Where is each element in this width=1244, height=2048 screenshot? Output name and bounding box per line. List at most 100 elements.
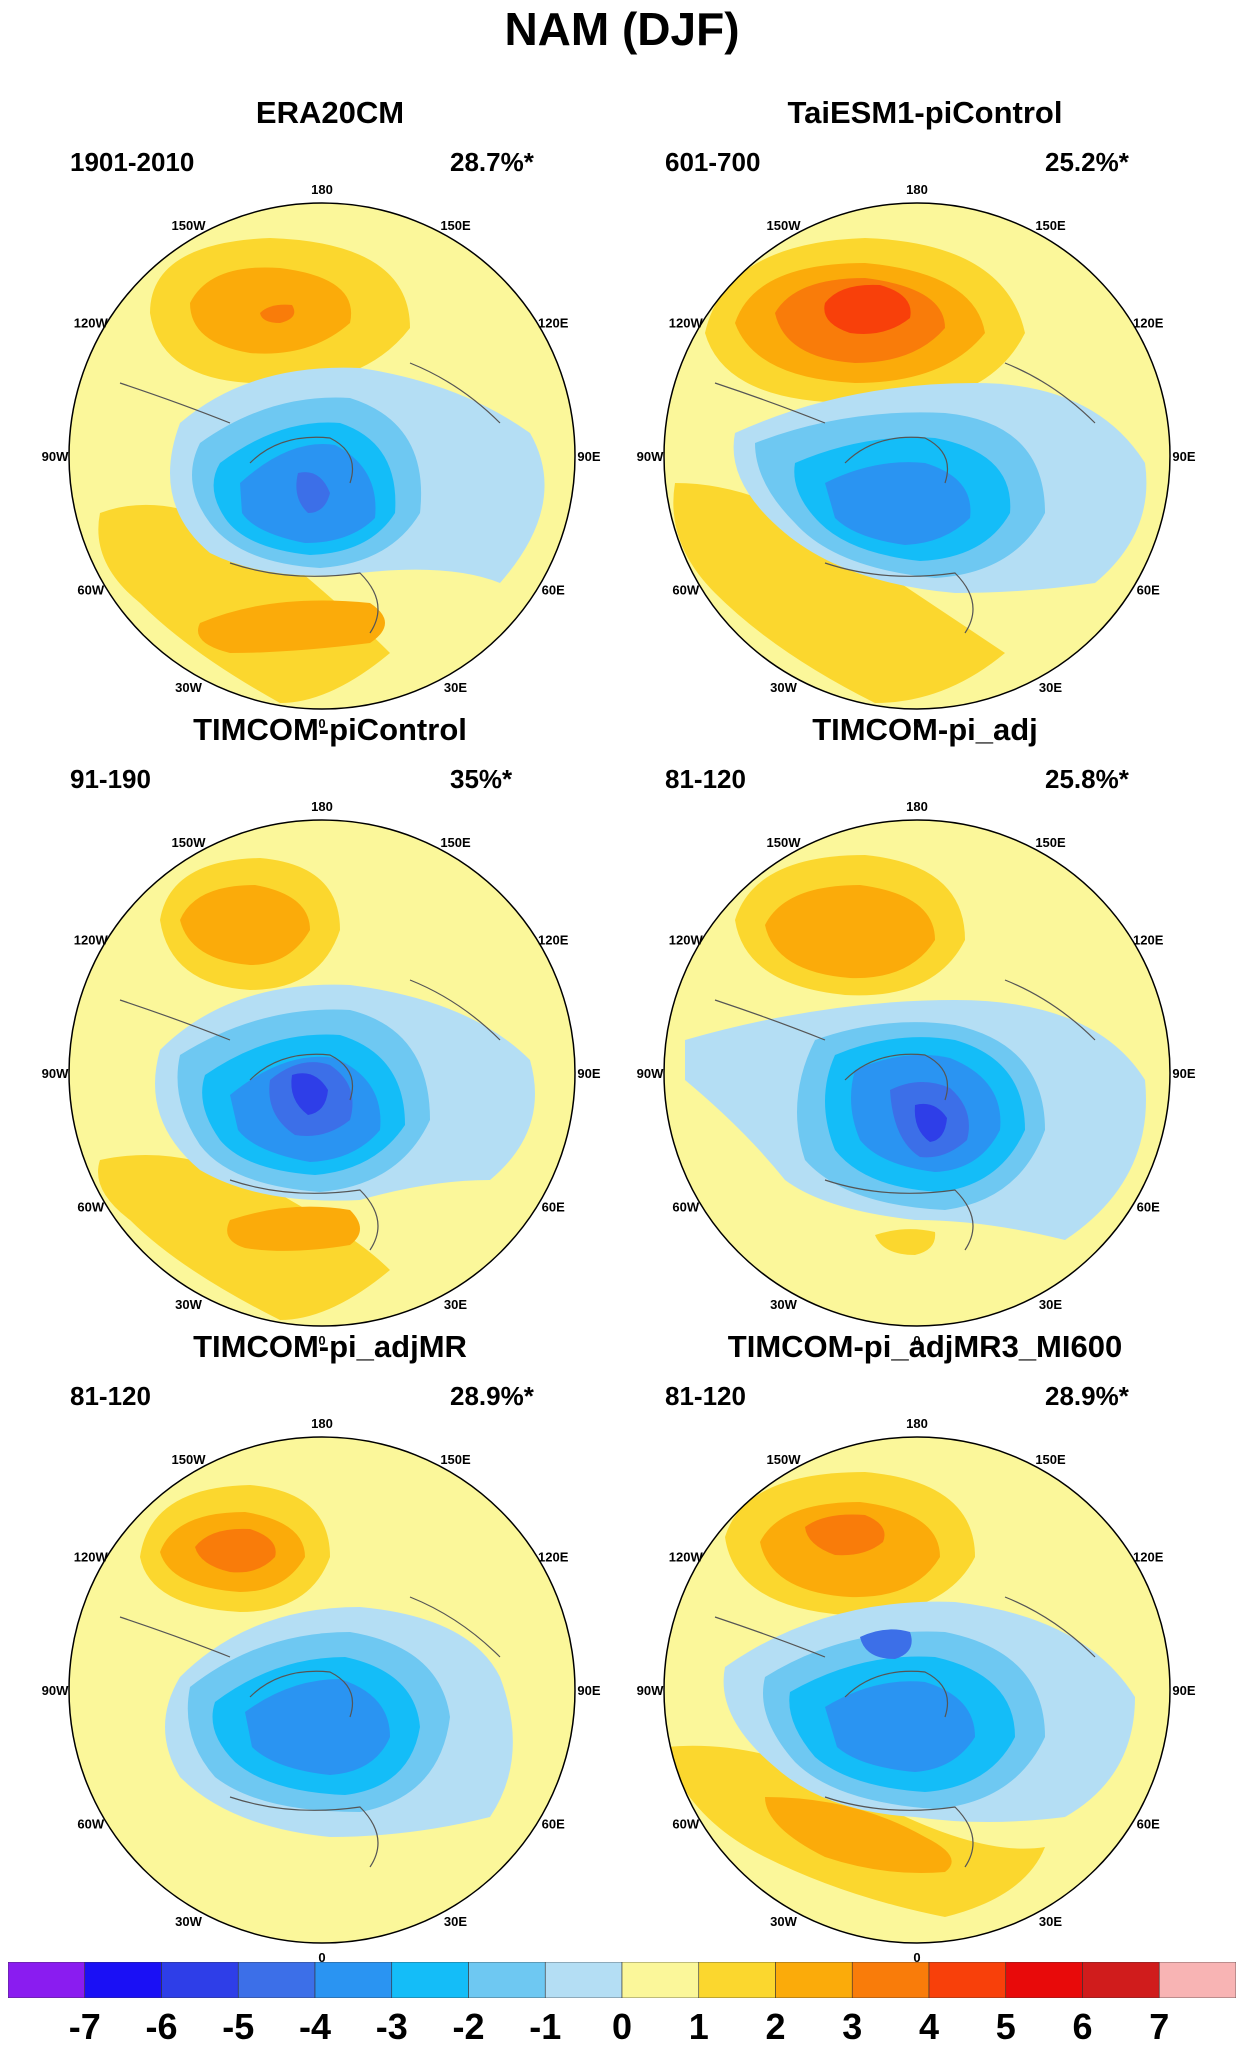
longitude-label: 60E [1137,1200,1160,1215]
colorbar-box [1082,1962,1160,1998]
panel-title: ERA20CM [255,95,405,130]
longitude-label: 60E [542,583,565,598]
anomaly-contour [673,483,1005,703]
longitude-label: 120E [1133,1550,1164,1565]
longitude-label: 90W [42,449,69,464]
longitude-label: 150W [767,835,802,850]
period-label: 81-120 [665,1381,746,1411]
polar-map: 180 150E 120E 90E 60E 30E 0 30W 60W 90W 120W 150W [637,799,1196,1348]
longitude-label: 180 [311,182,333,197]
longitude-label: 120W [74,933,109,948]
longitude-label: 30W [175,1297,202,1312]
longitude-label: 60W [77,1200,104,1215]
explained-variance: 28.9%* [1045,1381,1129,1411]
longitude-label: 0 [913,716,920,731]
explained-variance: 25.2%* [1045,147,1129,177]
longitude-label: 60W [672,1200,699,1215]
longitude-label: 90E [577,1066,600,1081]
longitude-label: 90W [637,449,664,464]
period-label: 601-700 [665,147,761,177]
colorbar-tick-label: 4 [918,2006,940,2047]
longitude-label: 120W [669,1550,704,1565]
polar-map: 180 150E 120E 90E 60E 30E 0 30W 60W 90W 120W 150W [42,799,601,1348]
anomaly-contour [198,600,385,653]
colorbar-tick-label: 5 [995,2006,1016,2047]
longitude-label: 30E [1039,1297,1062,1312]
colorbar-tick-label: 1 [688,2006,709,2047]
longitude-label: 90E [577,1683,600,1698]
period-label: 1901-2010 [70,147,195,177]
explained-variance: 28.7%* [450,147,534,177]
longitude-label: 150W [172,835,207,850]
longitude-label: 90E [577,449,600,464]
longitude-label: 30E [444,1914,467,1929]
longitude-label: 120E [538,316,569,331]
anomaly-contour [195,1528,276,1573]
longitude-label: 90E [1172,1683,1195,1698]
longitude-label: 150E [440,218,471,233]
longitude-label: 150W [767,218,802,233]
panel-title: TIMCOM-pi_adjMR [193,1329,467,1364]
period-label: 91-190 [70,764,151,794]
colorbar-tick-label: -3 [375,2006,408,2047]
longitude-label: 90W [42,1683,69,1698]
longitude-label: 180 [311,799,333,814]
panel-title: TIMCOM-pi_adjMR3_MI600 [727,1329,1123,1364]
longitude-label: 150E [1035,835,1066,850]
longitude-label: 0 [913,1333,920,1348]
longitude-label: 90W [637,1683,664,1698]
map-panel: TaiESM1-piControl 180 150E 120E 90E 60E 30E 0 30… [625,95,1225,731]
colorbar-box [8,1962,86,1998]
map-panel: TIMCOM-piControl 180 150E 120E 90E 60E 30E 0 30W… [30,712,630,1348]
longitude-label: 120E [1133,316,1164,331]
colorbar-box [468,1962,546,1998]
polar-map: 180 150E 120E 90E 60E 30E 0 30W 60W 90W 120W 150W [42,1416,601,1965]
anomaly-contour [914,1103,947,1142]
anomaly-contour [860,1629,912,1659]
longitude-label: 120W [74,1550,109,1565]
explained-variance: 25.8%* [1045,764,1129,794]
anomaly-contour [824,284,911,334]
colorbar-tick-label: 2 [765,2006,786,2047]
longitude-label: 120W [74,316,109,331]
longitude-label: 180 [906,182,928,197]
longitude-label: 60E [542,1200,565,1215]
longitude-label: 0 [318,1333,325,1348]
longitude-label: 30W [770,1914,797,1929]
longitude-label: 150E [440,1452,471,1467]
longitude-label: 30W [770,1297,797,1312]
longitude-label: 90E [1172,449,1195,464]
longitude-label: 120E [538,1550,569,1565]
longitude-label: 180 [311,1416,333,1431]
longitude-label: 60W [77,1817,104,1832]
anomaly-contour [260,304,295,323]
colorbar-tick-label: -2 [452,2006,485,2047]
coastline [119,362,501,634]
anomaly-contour [765,1797,952,1873]
longitude-label: 60E [1137,583,1160,598]
longitude-label: 60E [1137,1817,1160,1832]
period-label: 81-120 [665,764,746,794]
longitude-label: 180 [906,799,928,814]
colorbar-box [314,1962,393,1998]
anomaly-contour [805,1514,885,1556]
colorbar-box [775,1962,853,1998]
longitude-label: 30E [444,680,467,695]
panel-title: TIMCOM-pi_adj [812,712,1038,747]
explained-variance: 35%* [450,764,513,794]
longitude-label: 30W [770,680,797,695]
anomaly-contour [245,1679,390,1775]
anomaly-contour [765,885,935,979]
anomaly-contour [227,1206,360,1251]
colorbar-box [1005,1962,1083,1998]
colorbar [8,1962,1236,1998]
longitude-label: 150W [767,1452,802,1467]
map-border [663,202,1171,710]
longitude-label: 90E [1172,1066,1195,1081]
anomaly-contour [98,504,390,703]
colorbar-box [1158,1962,1236,1998]
longitude-label: 120W [669,316,704,331]
longitude-label: 120W [669,933,704,948]
longitude-label: 30E [1039,1914,1062,1929]
panel-title: TaiESM1-piControl [787,95,1063,130]
